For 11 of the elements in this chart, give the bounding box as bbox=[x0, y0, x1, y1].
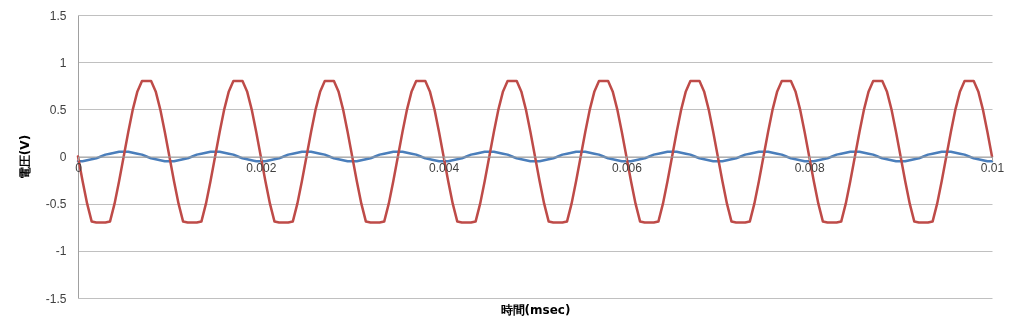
y-tick-label: 0.5 bbox=[49, 102, 67, 117]
y-axis-title: 電圧(V) bbox=[17, 134, 32, 180]
y-tick-label: 1 bbox=[59, 55, 67, 70]
y-tick-label: -0.5 bbox=[45, 197, 67, 212]
x-tick-label: 0.01 bbox=[980, 161, 1005, 175]
y-tick-label: 0 bbox=[59, 150, 67, 164]
y-tick-label: -1.5 bbox=[45, 291, 67, 306]
y-tick-label: 1.5 bbox=[49, 8, 67, 23]
x-axis-title: 時間(msec) bbox=[500, 302, 571, 317]
y-tick-label: -1 bbox=[55, 244, 67, 259]
line-series bbox=[76, 150, 994, 163]
